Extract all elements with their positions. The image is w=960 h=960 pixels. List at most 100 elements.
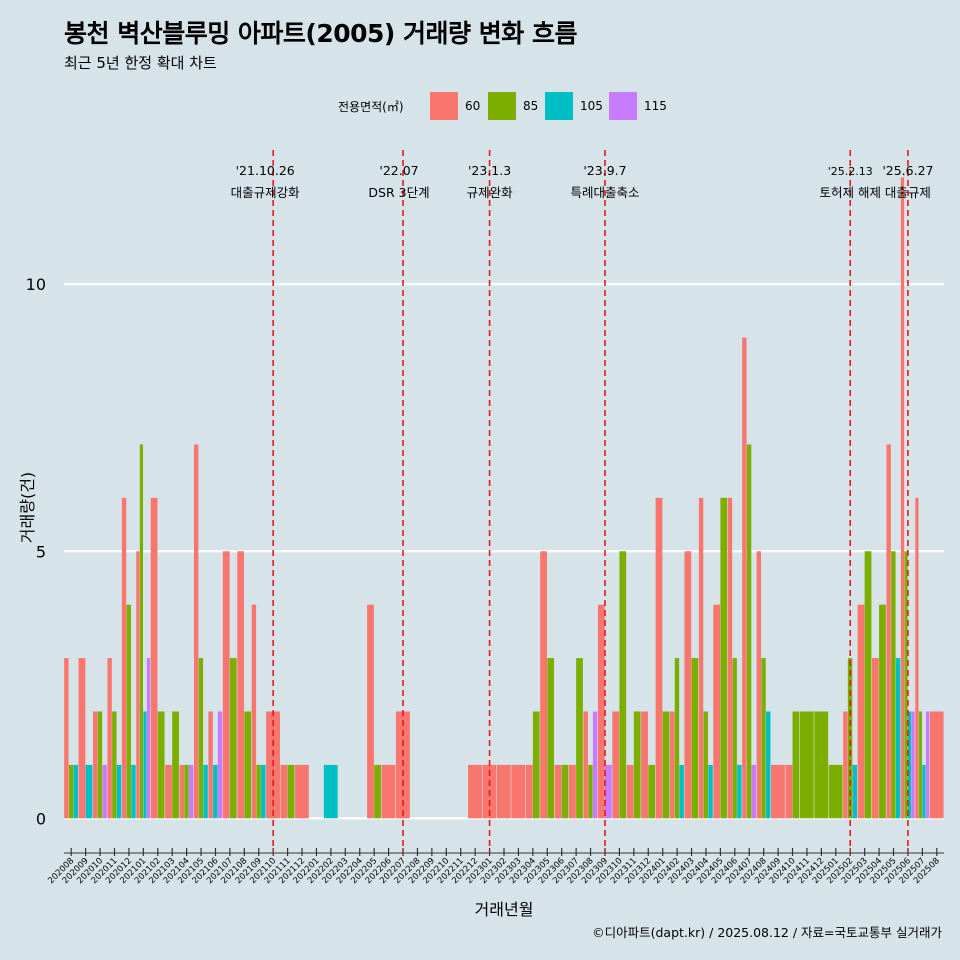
annotation-label-202207: DSR 3단계 <box>368 185 429 200</box>
bar-202502-85 <box>847 658 853 819</box>
bar-202406-60 <box>727 497 733 819</box>
bar-202406-105 <box>737 764 742 819</box>
bar-202402-60 <box>670 711 675 819</box>
bar-202308-115 <box>592 711 598 819</box>
bar-202305-85 <box>547 658 555 819</box>
bar-202406-85 <box>732 658 737 819</box>
bar-202505-60 <box>886 444 891 819</box>
bar-202403-85 <box>691 658 699 819</box>
y-tick-label-5: 5 <box>36 542 46 561</box>
bar-202109-60 <box>251 604 257 819</box>
legend-key-115 <box>609 92 637 120</box>
bar-202104-60 <box>179 764 184 819</box>
bar-202507-85 <box>918 711 923 819</box>
bar-202107-60 <box>222 551 230 819</box>
bar-202404-105 <box>708 764 713 819</box>
bar-202008-85 <box>68 764 74 819</box>
annotation-label-202110: 대출규제강화 <box>231 185 301 200</box>
bar-202106-60 <box>208 711 213 819</box>
bar-202408-60 <box>756 551 762 819</box>
bar-202408-85 <box>761 658 766 819</box>
bar-202104-85 <box>184 764 189 819</box>
legend-key-85 <box>488 92 516 120</box>
bar-202502-105 <box>852 764 857 819</box>
bar-202107-85 <box>229 658 237 819</box>
bar-202102-60 <box>150 497 158 819</box>
bar-202202-105 <box>323 764 338 819</box>
bar-202010-115 <box>102 764 107 819</box>
annotation-label-202506: 대출규제 <box>885 185 931 200</box>
bar-202402-105 <box>679 764 684 819</box>
annotation-label-202502: 토허제 해제 <box>819 185 880 200</box>
bar-202402-85 <box>674 658 680 819</box>
legend-key-60 <box>430 92 458 120</box>
bar-202009-105 <box>85 764 93 819</box>
bar-202405-60 <box>713 604 721 819</box>
bar-202507-60 <box>915 497 919 819</box>
bar-202504-85 <box>879 604 886 819</box>
bar-202404-60 <box>698 497 704 819</box>
bar-202503-60 <box>857 604 865 819</box>
bar-202508-60 <box>929 711 944 819</box>
bar-202505-85 <box>891 551 896 819</box>
bar-202409-60 <box>771 764 785 819</box>
bar-202506-85 <box>904 551 908 819</box>
legend-label-85: 85 <box>523 99 539 113</box>
annotation-date-202506: '25.6.27 <box>882 163 933 178</box>
bar-202401-60 <box>655 497 663 819</box>
bar-202403-60 <box>684 551 692 819</box>
bar-202309-60 <box>597 604 605 819</box>
bar-202308-60 <box>583 711 588 819</box>
bar-202410-85 <box>792 711 800 819</box>
bar-202008-105 <box>73 764 78 819</box>
annotation-label-202309: 특례대출축소 <box>570 185 639 200</box>
bar-202106-105 <box>213 764 218 819</box>
bar-202305-60 <box>540 551 547 819</box>
annotation-label-202301: 규제완화 <box>467 185 514 200</box>
bar-202312-85 <box>648 764 656 819</box>
bar-202310-85 <box>619 551 627 819</box>
bar-202103-60 <box>165 764 172 819</box>
bar-202408-105 <box>766 711 771 819</box>
bar-202304-60 <box>525 764 533 819</box>
bar-202108-60 <box>237 551 245 819</box>
bar-202311-60 <box>626 764 634 819</box>
bar-202412-85 <box>814 711 829 819</box>
annotation-date-202309: '23.9.7 <box>583 163 626 178</box>
bar-202104-115 <box>188 764 194 819</box>
bar-202011-105 <box>116 764 122 819</box>
bar-202304-85 <box>532 711 540 819</box>
bar-202303-60 <box>511 764 526 819</box>
bar-202011-60 <box>107 658 112 819</box>
bar-202010-85 <box>97 711 103 819</box>
bar-202008-60 <box>64 658 69 819</box>
bar-202010-60 <box>92 711 98 819</box>
y-tick-label-10: 10 <box>26 275 46 294</box>
bar-202310-60 <box>612 711 620 819</box>
annotation-date-202502: '25.2.13 <box>828 165 873 178</box>
annotation-date-202110: '21.10.26 <box>236 163 295 178</box>
bar-202103-85 <box>172 711 179 819</box>
bar-202309-115 <box>604 764 612 819</box>
legend-label-60: 60 <box>465 99 481 113</box>
bar-202503-85 <box>864 551 872 819</box>
bar-202012-105 <box>131 764 136 819</box>
footer-credit: ©디아파트(dapt.kr) / 2025.08.12 / 자료=국토교통부 실… <box>592 925 942 940</box>
bar-202404-85 <box>703 711 709 819</box>
chart-subtitle: 최근 5년 한정 확대 차트 <box>64 54 217 72</box>
bar-202011-85 <box>112 711 117 819</box>
bar-202504-60 <box>872 658 879 819</box>
legend: 전용면적(㎡) 60 85 105 115 <box>0 92 960 122</box>
bar-202312-60 <box>641 711 648 819</box>
y-tick-label-0: 0 <box>36 809 46 828</box>
bar-202105-60 <box>193 444 199 819</box>
bar-202505-105 <box>895 658 901 819</box>
bar-202306-60 <box>554 764 562 819</box>
legend-label-105: 105 <box>580 99 603 113</box>
bar-202106-115 <box>217 711 223 819</box>
bar-202507-115 <box>925 711 930 819</box>
bar-202012-85 <box>126 604 131 819</box>
bar-202306-85 <box>561 764 569 819</box>
bar-202407-60 <box>742 337 747 819</box>
bar-202506-60 <box>900 177 905 819</box>
